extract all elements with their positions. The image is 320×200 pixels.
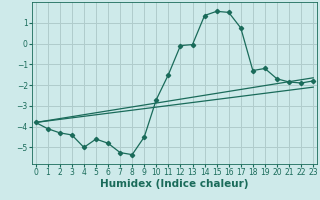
X-axis label: Humidex (Indice chaleur): Humidex (Indice chaleur) [100,179,249,189]
